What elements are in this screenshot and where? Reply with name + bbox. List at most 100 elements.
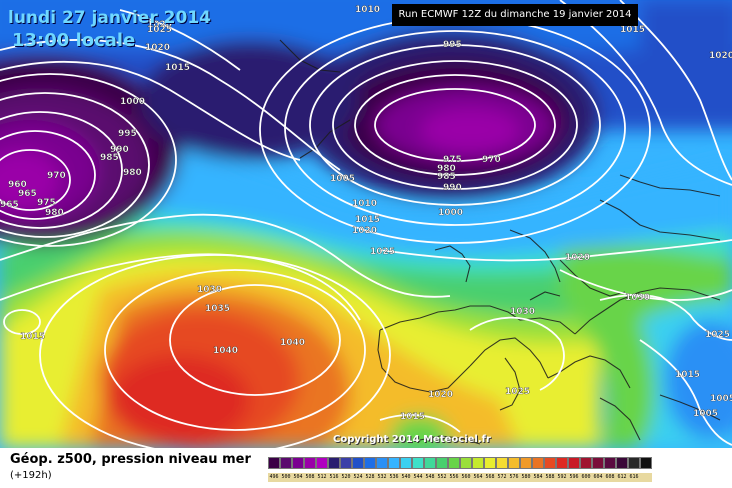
isobar-label: 1030 [197, 285, 222, 295]
color-scale-label: 540 [400, 473, 412, 482]
isobar-label: 1030 [625, 293, 650, 303]
color-scale [268, 457, 652, 469]
isobar-label: 970 [47, 171, 66, 181]
color-scale-swatch [292, 457, 304, 469]
isobar-label: 1015 [620, 25, 645, 35]
color-scale-swatch [436, 457, 448, 469]
isobar-label: 1030 [510, 307, 535, 317]
isobar-label: 1020 [709, 51, 732, 61]
color-scale-label: 584 [532, 473, 544, 482]
color-scale-label: 548 [424, 473, 436, 482]
color-scale-swatch [448, 457, 460, 469]
isobar-label: 995 [443, 40, 462, 50]
isobar-label: 970 [482, 155, 501, 165]
color-scale-swatch [376, 457, 388, 469]
color-scale-label: 528 [364, 473, 376, 482]
color-scale-label: 508 [304, 473, 316, 482]
color-scale-swatch [460, 457, 472, 469]
isobar-label: 1020 [147, 20, 172, 30]
isobar-label: 1015 [355, 215, 380, 225]
isobar-label: 1025 [705, 330, 730, 340]
isobar-label: 1040 [213, 346, 238, 356]
color-scale-swatch [604, 457, 616, 469]
color-scale-label: 516 [328, 473, 340, 482]
color-scale-swatch [640, 457, 652, 469]
isobar-label: 985 [437, 172, 456, 182]
color-scale-swatch [424, 457, 436, 469]
color-scale-label: 580 [520, 473, 532, 482]
isobar-label: 1000 [438, 208, 463, 218]
color-scale-swatch [616, 457, 628, 469]
color-scale-label: 564 [472, 473, 484, 482]
isobar-label: 980 [45, 208, 64, 218]
color-scale-label: 592 [556, 473, 568, 482]
isobar-label: 1015 [400, 412, 425, 422]
color-scale-swatch [628, 457, 640, 469]
color-scale-label: 520 [340, 473, 352, 482]
color-scale-swatch [520, 457, 532, 469]
isobar-label: 1005 [693, 409, 718, 419]
color-scale-label: 504 [292, 473, 304, 482]
isobar-label: 1010 [352, 199, 377, 209]
isobar-label: 1005 [710, 394, 732, 404]
color-scale-swatch [556, 457, 568, 469]
isobar-label: 960 [8, 180, 27, 190]
isobar-label: 980 [123, 168, 142, 178]
color-scale-label: 536 [388, 473, 400, 482]
color-scale-label: 608 [604, 473, 616, 482]
isobar-labels: 1010102010251020101510009959909859809709… [0, 5, 732, 422]
color-scale-swatch [580, 457, 592, 469]
forecast-date: lundi 27 janvier 2014 [8, 8, 211, 28]
color-scale-label: 596 [568, 473, 580, 482]
model-run-banner: Run ECMWF 12Z du dimanche 19 janvier 201… [392, 4, 638, 26]
isobar-label: 1015 [165, 63, 190, 73]
isobar-label: 975 [37, 198, 56, 208]
color-scale-swatch [268, 457, 280, 469]
isobar-label: 995 [118, 129, 137, 139]
color-scale-swatch [568, 457, 580, 469]
isobar-label: 980 [437, 164, 456, 174]
isobar-label: 1040 [280, 338, 305, 348]
color-scale-label: 604 [592, 473, 604, 482]
color-scale-swatch [304, 457, 316, 469]
color-scale-swatch [532, 457, 544, 469]
weather-map: 1010102010251020101510009959909859809709… [0, 0, 732, 448]
color-scale-swatch [508, 457, 520, 469]
isobar-label: 1000 [120, 97, 145, 107]
color-scale-label: 616 [628, 473, 640, 482]
isobar-label: 1015 [20, 332, 45, 342]
color-scale-label: 560 [460, 473, 472, 482]
color-scale-label: 512 [316, 473, 328, 482]
isobar-label: 1020 [145, 43, 170, 53]
map-title: Géop. z500, pression niveau mer [10, 452, 251, 467]
isobar-label: 965 [0, 200, 19, 210]
isobar-label: 1020 [428, 390, 453, 400]
color-scale-label: 600 [580, 473, 592, 482]
color-scale-swatch [352, 457, 364, 469]
color-scale-swatch [592, 457, 604, 469]
isobar-label: 990 [443, 183, 462, 193]
isobar-label: 1025 [505, 387, 530, 397]
color-scale-label: 588 [544, 473, 556, 482]
color-scale-swatch [340, 457, 352, 469]
isobar-label: 1025 [147, 25, 172, 35]
color-scale-label: 532 [376, 473, 388, 482]
isobar-label: 975 [443, 155, 462, 165]
isobar-label: 1035 [205, 304, 230, 314]
color-scale-label: 496 [268, 473, 280, 482]
color-scale-swatch [364, 457, 376, 469]
isobar-label: 1020 [565, 253, 590, 263]
color-scale-label: 576 [508, 473, 520, 482]
forecast-time: 13:00 locale [12, 30, 136, 51]
isobar-label: 1025 [370, 247, 395, 257]
isobar-label: 965 [18, 189, 37, 199]
color-scale-label: 568 [484, 473, 496, 482]
map-subtitle: (+192h) [10, 470, 52, 481]
isobar-label: 1005 [330, 174, 355, 184]
color-scale-label: 572 [496, 473, 508, 482]
color-scale-swatch [496, 457, 508, 469]
color-scale-swatch [316, 457, 328, 469]
color-scale-swatch [328, 457, 340, 469]
color-scale-swatch [280, 457, 292, 469]
